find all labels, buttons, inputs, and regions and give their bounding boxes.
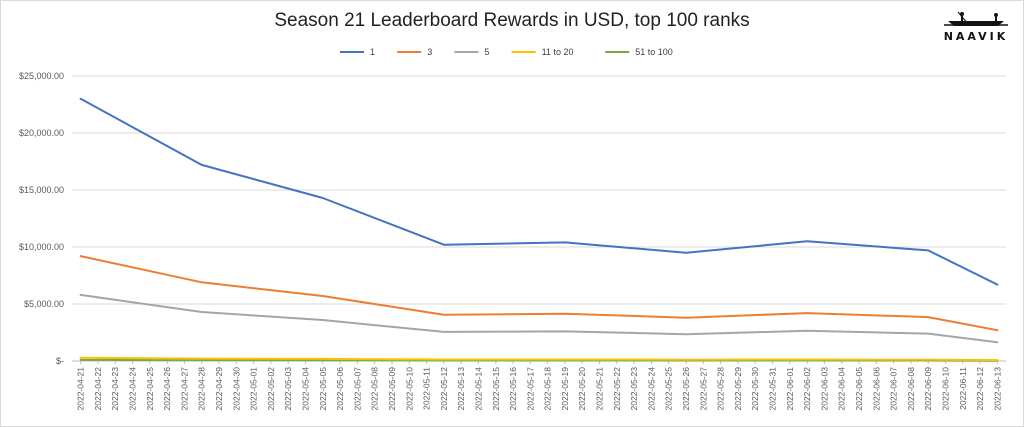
naavik-logo: NAAVIK [938,8,1014,48]
y-tick-label: $5,000.00 [24,299,64,309]
logo-text: NAAVIK [943,30,1009,43]
chart-title: Season 21 Leaderboard Rewards in USD, to… [274,10,750,31]
y-axis-ticks: $- $5,000.00 $10,000.00 $15,000.00 $20,000.0… [19,71,64,366]
x-tick-label: 2022-04-28 [197,367,207,411]
x-tick-label: 2022-06-05 [854,367,864,411]
x-tick-label: 2022-05-29 [733,367,743,411]
series-line-5 [79,293,999,344]
x-tick-label: 2022-04-29 [214,367,224,411]
gridlines [72,75,1006,362]
x-tick-label: 2022-05-26 [681,367,691,411]
x-tick-label: 2022-05-24 [646,367,656,411]
x-tick-label: 2022-05-25 [664,367,674,411]
x-tick-label: 2022-06-11 [958,367,968,410]
y-tick-label: $20,000.00 [19,128,64,138]
x-tick-label: 2022-05-20 [577,367,587,411]
y-tick-label: $15,000.00 [19,185,64,195]
x-tick-label: 2022-05-19 [560,367,570,411]
x-tick-label: 2022-06-10 [940,367,950,411]
series-line-1 [79,97,999,286]
x-tick-label: 2022-06-12 [975,367,985,411]
x-tick-label: 2022-05-16 [508,367,518,411]
x-tick-label: 2022-05-12 [439,367,449,411]
x-tick-label: 2022-05-03 [283,367,293,411]
x-tick-label: 2022-05-07 [352,367,362,411]
x-tick-label: 2022-05-05 [318,367,328,411]
x-tick-label: 2022-06-04 [837,367,847,411]
x-tick-label: 2022-06-09 [923,367,933,411]
legend-label: 5 [484,47,489,57]
legend-label: 1 [370,47,375,57]
x-tick-label: 2022-06-13 [992,367,1002,411]
x-tick-label: 2022-05-15 [491,367,501,411]
x-tick-label: 2022-05-13 [456,367,466,411]
x-tick-label: 2022-04-25 [145,367,155,411]
x-tick-label: 2022-05-28 [716,367,726,411]
boat-logo-icon [944,11,1008,26]
x-tick-label: 2022-05-11 [422,367,432,410]
x-tick-label: 2022-05-10 [404,367,414,411]
x-tick-label: 2022-05-01 [249,367,259,411]
x-tick-label: 2022-05-14 [473,367,483,411]
legend: 1 3 5 11 to 20 51 to 100 [340,47,673,57]
x-tick-label: 2022-06-07 [889,367,899,411]
y-tick-label: $10,000.00 [19,242,64,252]
x-tick-label: 2022-05-22 [612,367,622,411]
x-tick-label: 2022-05-06 [335,367,345,411]
x-tick-label: 2022-04-27 [179,367,189,411]
y-tick-label: $25,000.00 [19,71,64,81]
series-lines [79,97,999,362]
legend-label: 51 to 100 [635,47,673,57]
x-tick-label: 2022-04-26 [162,367,172,411]
x-tick-label: 2022-04-21 [76,367,86,411]
x-tick-label: 2022-05-30 [750,367,760,411]
series-line-3 [79,255,999,332]
x-tick-label: 2022-04-22 [93,367,103,411]
x-tick-label: 2022-06-08 [906,367,916,411]
legend-label: 11 to 20 [542,47,574,57]
x-tick-label: 2022-05-09 [387,367,397,411]
legend-label: 3 [427,47,432,57]
x-tick-label: 2022-05-31 [768,367,778,411]
series-line-11-to-20 [79,356,999,362]
x-tick-label: 2022-05-02 [266,367,276,411]
x-tick-label: 2022-06-02 [802,367,812,411]
x-axis-ticks: 2022-04-21 2022-04-22 2022-04-23 2022-04-24… [76,361,1002,411]
x-tick-label: 2022-04-30 [231,367,241,411]
y-tick-label: $- [56,356,64,366]
x-tick-label: 2022-04-24 [128,367,138,411]
x-tick-label: 2022-06-06 [871,367,881,411]
x-tick-label: 2022-06-03 [819,367,829,411]
x-tick-label: 2022-05-23 [629,367,639,411]
x-tick-label: 2022-05-08 [370,367,380,411]
x-tick-label: 2022-05-27 [698,367,708,411]
x-tick-label: 2022-06-01 [785,367,795,411]
x-tick-label: 2022-05-04 [301,367,311,411]
x-tick-label: 2022-05-18 [543,367,553,411]
x-tick-label: 2022-05-17 [525,367,535,411]
x-tick-label: 2022-05-21 [595,367,605,411]
x-tick-label: 2022-04-23 [110,367,120,411]
